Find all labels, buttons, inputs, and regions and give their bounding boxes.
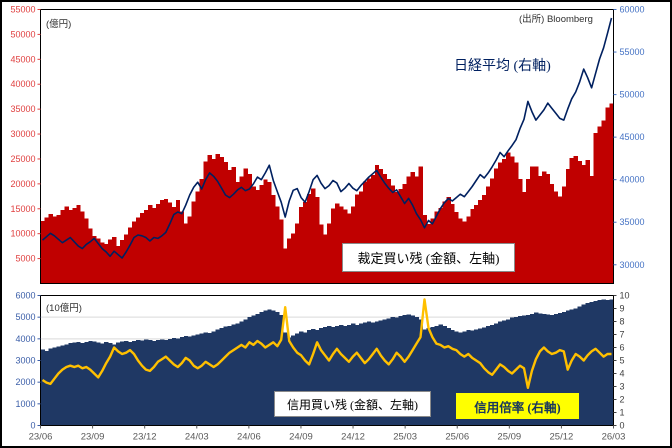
svg-text:4: 4 bbox=[620, 369, 625, 379]
svg-text:40000: 40000 bbox=[10, 79, 35, 89]
svg-text:60000: 60000 bbox=[620, 5, 645, 15]
arbitrage-bar-label: 裁定買い残 (金額、左軸) bbox=[342, 243, 515, 272]
svg-text:26/03: 26/03 bbox=[602, 432, 626, 443]
arbitrage-vs-nikkei-plot-frame bbox=[40, 9, 614, 284]
svg-text:50000: 50000 bbox=[620, 90, 645, 100]
x-axis-labels: 23/06 23/09 23/12 24/03 24/06 24/09 24/12 25/03… bbox=[29, 425, 626, 443]
svg-text:1: 1 bbox=[620, 408, 625, 418]
margin-bar-label: 信用買い残 (金額、左軸) bbox=[274, 391, 431, 417]
svg-text:3: 3 bbox=[620, 382, 625, 392]
svg-text:35000: 35000 bbox=[10, 104, 35, 114]
svg-text:20000: 20000 bbox=[10, 179, 35, 189]
source-note: (出所) Bloomberg bbox=[519, 14, 593, 25]
svg-text:6: 6 bbox=[620, 343, 625, 353]
svg-text:24/06: 24/06 bbox=[237, 432, 261, 443]
svg-text:30000: 30000 bbox=[10, 129, 35, 139]
svg-text:3000: 3000 bbox=[15, 356, 35, 366]
svg-text:55000: 55000 bbox=[10, 5, 35, 15]
svg-text:8: 8 bbox=[620, 317, 625, 327]
svg-text:55000: 55000 bbox=[620, 47, 645, 57]
svg-text:2: 2 bbox=[620, 395, 625, 405]
margin-balance-vs-ratio-line-series bbox=[41, 298, 612, 389]
nikkei-line-label: 日経平均 (右軸) bbox=[454, 59, 551, 74]
svg-text:4000: 4000 bbox=[15, 334, 35, 344]
margin-balance-vs-ratio-right-axis: 0 1 2 3 4 5 6 7 8 9 10 bbox=[613, 291, 630, 431]
svg-text:15000: 15000 bbox=[10, 204, 35, 214]
svg-text:24/12: 24/12 bbox=[341, 432, 365, 443]
svg-text:9: 9 bbox=[620, 304, 625, 314]
svg-text:25/09: 25/09 bbox=[497, 432, 521, 443]
svg-text:25/06: 25/06 bbox=[445, 432, 469, 443]
svg-text:45000: 45000 bbox=[10, 54, 35, 64]
arbitrage-vs-nikkei-right-axis: 30000 35000 40000 45000 50000 55000 60000 bbox=[613, 5, 645, 270]
bottom-left-unit-label: (10億円) bbox=[46, 303, 82, 314]
svg-text:6000: 6000 bbox=[15, 291, 35, 301]
svg-text:23/12: 23/12 bbox=[133, 432, 157, 443]
svg-text:25000: 25000 bbox=[10, 154, 35, 164]
svg-text:30000: 30000 bbox=[620, 260, 645, 270]
svg-text:25/12: 25/12 bbox=[550, 432, 574, 443]
svg-text:25/03: 25/03 bbox=[393, 432, 417, 443]
svg-text:24/03: 24/03 bbox=[185, 432, 209, 443]
svg-text:5000: 5000 bbox=[15, 312, 35, 322]
svg-text:5: 5 bbox=[620, 356, 625, 366]
svg-text:10000: 10000 bbox=[10, 229, 35, 239]
svg-text:35000: 35000 bbox=[620, 217, 645, 227]
svg-text:45000: 45000 bbox=[620, 132, 645, 142]
svg-text:7: 7 bbox=[620, 330, 625, 340]
top-left-unit-label: (億円) bbox=[46, 19, 72, 30]
svg-text:2000: 2000 bbox=[15, 377, 35, 387]
svg-text:1000: 1000 bbox=[15, 399, 35, 409]
margin-balance-vs-ratio-left-axis: 0 1000 2000 3000 4000 5000 6000 bbox=[15, 291, 41, 431]
svg-text:10: 10 bbox=[620, 291, 630, 301]
svg-text:23/09: 23/09 bbox=[81, 432, 105, 443]
svg-text:0: 0 bbox=[620, 421, 625, 431]
svg-text:0: 0 bbox=[30, 421, 35, 431]
svg-text:23/06: 23/06 bbox=[29, 432, 53, 443]
margin-ratio-label: 信用倍率 (右軸) bbox=[456, 393, 579, 419]
svg-text:24/09: 24/09 bbox=[289, 432, 313, 443]
arbitrage-vs-nikkei-left-axis: 5000 10000 15000 20000 25000 30000 35000 40000 4… bbox=[10, 5, 41, 264]
arbitrage-vs-nikkei-bar-series bbox=[40, 103, 614, 284]
svg-text:50000: 50000 bbox=[10, 29, 35, 39]
svg-text:5000: 5000 bbox=[15, 254, 35, 264]
arbitrage-vs-nikkei-line-series bbox=[41, 17, 613, 259]
svg-text:40000: 40000 bbox=[620, 175, 645, 185]
